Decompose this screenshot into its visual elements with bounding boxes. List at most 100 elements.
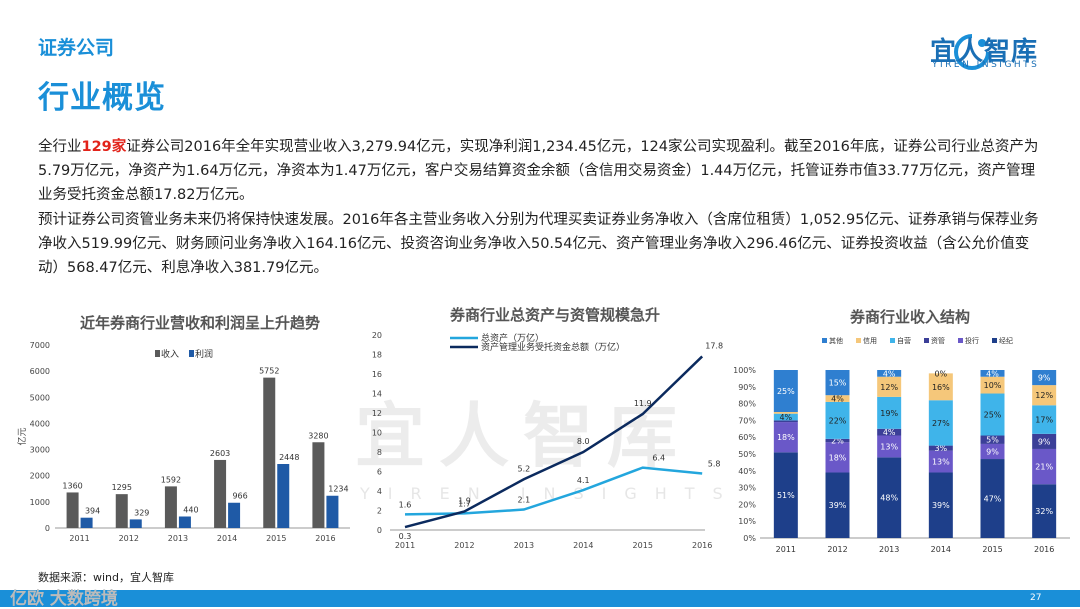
data-label: 11.9 [634,399,652,408]
stack-segment [1032,370,1057,386]
corner-watermark: 亿欧 大数跨境 [10,589,118,609]
stack-segment [980,435,1005,444]
stack-segment [980,370,1005,377]
data-label: 2% [831,437,844,446]
x-tick-label: 2012 [454,541,474,550]
legend-label: 收入 [161,348,179,360]
data-label: 8.0 [577,437,590,446]
y-tick-label: 20 [372,331,382,340]
chart2-title: 券商行业总资产与资管规模急升 [449,306,660,324]
data-label: 21% [1035,463,1053,472]
y-tick-label: 6 [377,468,382,477]
data-label: 329 [134,508,149,517]
y-tick-label: 3000 [30,446,50,455]
data-label: 2448 [279,453,299,462]
x-tick-label: 2016 [692,541,712,550]
assets-line-chart: 0 2 4 6 8 10 12 14 16 18 20 2011 2012 2013 2014 2015 201… [372,331,723,550]
stack-segment [877,457,902,538]
x-tick-label: 2011 [776,545,796,554]
stack-segment [825,395,850,402]
stack-segment [1032,448,1057,485]
data-label: 16% [932,383,950,392]
x-tick-label: 2015 [266,534,286,543]
legend-label: 自营 [897,336,911,345]
data-label: 13% [880,442,898,451]
bar [214,459,227,528]
data-source: 数据来源：wind，宜人智库 [38,571,175,584]
series-line [404,355,704,529]
x-tick-label: 2011 [395,541,415,550]
y-tick-label: 18 [372,351,382,360]
data-label: 48% [880,494,898,503]
data-label: 15% [829,379,847,388]
data-label: 4% [831,395,844,404]
stack-segment [1032,433,1057,449]
bar [80,517,93,528]
legend-swatch [924,338,929,343]
data-label: 394 [85,507,100,516]
stack-segment [928,450,953,473]
stack-segment [928,400,953,446]
stack-segment [825,472,850,538]
y-tick-label: 1000 [30,498,50,507]
legend-swatch [189,350,194,357]
data-label: 1.7 [458,499,471,508]
data-label: 4.1 [577,476,590,485]
x-tick-label: 2014 [573,541,593,550]
x-tick-label: 2016 [1034,545,1054,554]
stack-segment [980,393,1005,436]
stack-segment [980,376,1005,394]
bar [312,442,325,528]
data-label: 1360 [62,481,82,490]
stack-segment [877,435,902,458]
legend-label: 利润 [195,348,213,360]
footer-bar [0,590,1080,607]
y-tick-label: 2000 [30,472,50,481]
y-tick-label: 10 [372,429,382,438]
y-tick-label: 16 [372,370,382,379]
data-label: 18% [777,433,795,442]
data-label: 10% [984,381,1002,390]
x-tick-label: 2014 [931,545,951,554]
bar [263,377,276,528]
x-tick-label: 2013 [879,545,899,554]
stack-segment [773,422,798,453]
data-label: 5% [986,436,999,445]
logo-text: 宜人智库 [930,37,1039,67]
y-tick-label: 60% [738,433,756,442]
bar [277,464,290,528]
y-tick-label: 40% [738,467,756,476]
data-label: 1.9 [458,496,471,505]
y-tick-label: 2 [377,507,382,516]
data-label: 27% [932,419,950,428]
y-tick-label: 4000 [30,419,50,428]
data-label: 0.3 [399,532,412,541]
y-tick-label: 10% [738,517,756,526]
logo-icon [954,34,990,70]
data-label: 47% [984,495,1002,504]
stack-segment [928,472,953,538]
highlight-count: 129家 [81,139,127,155]
watermark: 宜人智库 [355,395,691,477]
data-label: 17% [1035,416,1053,425]
stack-segment [825,442,850,473]
y-tick-label: 80% [738,400,756,409]
data-label: 1592 [161,475,181,484]
x-tick-label: 2013 [514,541,534,550]
y-tick-label: 5000 [30,393,50,402]
stack-segment [773,412,798,414]
data-label: 2.1 [518,496,531,505]
x-tick-label: 2013 [168,534,188,543]
legend-swatch [890,338,895,343]
data-label: 5.2 [518,464,531,473]
summary-paragraph: 全行业129家证券公司2016年全年实现营业收入3,279.94亿元，实现净利润… [38,139,1039,203]
legend-swatch [822,338,827,343]
data-label: 440 [183,505,198,514]
chart3-title: 券商行业收入结构 [849,308,970,326]
data-label: 25% [984,411,1002,420]
data-label: 32% [1035,507,1053,516]
stack-segment [877,370,902,377]
bar [115,494,128,528]
data-label: 12% [1035,391,1053,400]
data-label: 18% [829,453,847,462]
